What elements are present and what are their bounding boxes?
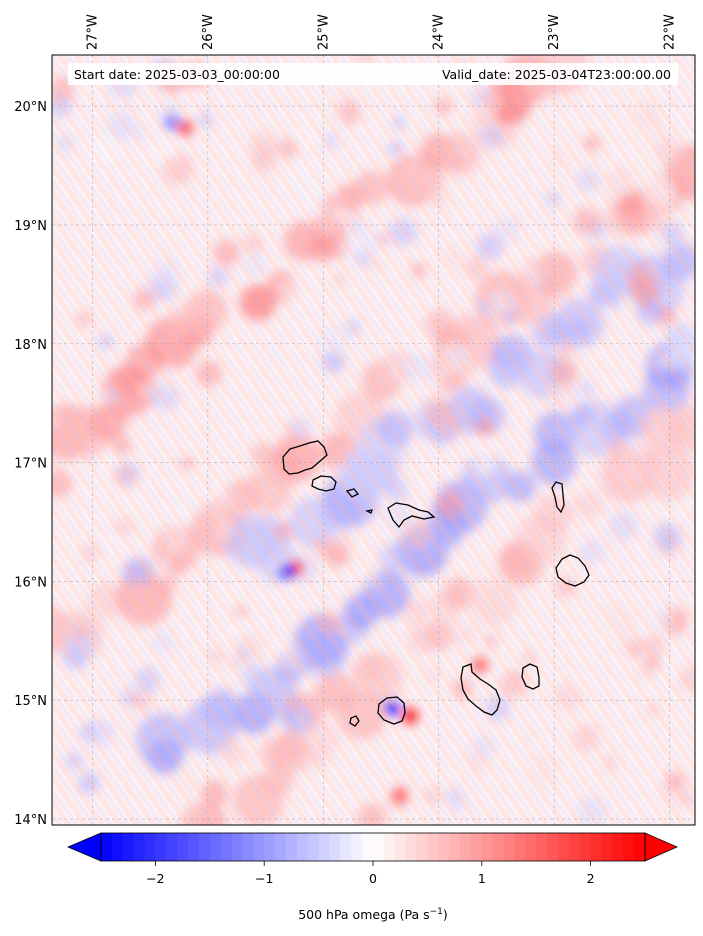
colorbar-low-extension — [66, 832, 102, 862]
lon-tick-label: 25°W — [316, 14, 331, 50]
colorbar-tick-label: −1 — [255, 871, 273, 886]
lat-tick-label: 17°N — [14, 457, 47, 472]
colorbar-cell — [307, 833, 320, 861]
colorbar-cell — [481, 833, 494, 861]
colorbar-cell — [122, 833, 135, 861]
colorbar-cell — [601, 833, 613, 861]
lat-tick-label: 16°N — [14, 575, 47, 590]
colorbar-cell — [557, 833, 570, 861]
colorbar-cell — [198, 833, 211, 861]
colorbar-ticks: −2 −1 0 1 2 — [146, 861, 595, 886]
lon-tick-label: 24°W — [432, 14, 447, 50]
island-santa-luzia — [345, 488, 360, 498]
colorbar-cell — [568, 833, 581, 861]
colorbar-cell — [373, 833, 385, 861]
colorbar-cell — [362, 833, 374, 861]
island-sao-nicolau — [387, 502, 436, 529]
island-brava — [349, 715, 360, 727]
colorbar-cell — [253, 833, 265, 861]
lat-tick-label: 15°N — [14, 694, 47, 709]
colorbar-cell — [242, 833, 254, 861]
lat-tick-label: 20°N — [14, 100, 47, 115]
colorbar-cell — [177, 833, 189, 861]
colorbar-cell — [340, 833, 352, 861]
island-branco — [365, 509, 373, 514]
colorbar-cell — [460, 833, 472, 861]
colorbar-cell — [438, 833, 450, 861]
colorbar-cell — [503, 833, 516, 861]
colorbar-cell — [525, 833, 537, 861]
island-santo-antao — [282, 440, 328, 475]
colorbar-tick-label: 1 — [478, 871, 486, 886]
map-panel: 27°W 26°W 25°W 24°W 23°W 22°W 20°N 19°N 18°N 17°… — [14, 14, 696, 828]
colorbar-cell — [155, 833, 167, 861]
colorbar-cell — [285, 833, 298, 861]
colorbar-title-exponent: −1 — [430, 907, 443, 917]
colorbar-tick-label: 0 — [369, 871, 377, 886]
colorbar-cell — [394, 833, 407, 861]
colorbar-cell — [547, 833, 559, 861]
lon-tick-label: 22°W — [663, 14, 678, 50]
lon-tick-label: 23°W — [547, 14, 562, 50]
colorbar-cell — [383, 833, 396, 861]
lat-tick-label: 18°N — [14, 338, 47, 353]
colorbar-cell — [492, 833, 505, 861]
colorbar-cell — [166, 833, 178, 861]
lon-tick-label: 27°W — [85, 14, 100, 50]
colorbar-high-extension — [644, 832, 678, 862]
island-boa-vista — [555, 554, 590, 587]
colorbar-cell — [101, 833, 113, 861]
colorbar-title: 500 hPa omega (Pa s−1) — [298, 907, 448, 922]
colorbar-cell — [416, 833, 428, 861]
colorbar-cell — [296, 833, 309, 861]
colorbar-cell — [351, 833, 363, 861]
colorbar-tick-label: 2 — [587, 871, 595, 886]
info-box — [68, 63, 678, 85]
colorbar-cell — [590, 833, 603, 861]
colorbar-title-end: ) — [443, 907, 448, 922]
coastlines — [282, 440, 590, 727]
map-frame — [51, 54, 696, 826]
latitude-ticks: 20°N 19°N 18°N 17°N 16°N 15°N 14°N — [14, 100, 47, 828]
colorbar-cell — [536, 833, 548, 861]
colorbar-cell — [133, 833, 146, 861]
colorbar-cell — [449, 833, 461, 861]
island-fogo — [377, 696, 406, 725]
colorbar-cell — [144, 833, 156, 861]
colorbar-cell — [220, 833, 233, 861]
colorbar-cell — [470, 833, 483, 861]
island-sao-vicente — [311, 475, 337, 492]
colorbar-cell — [579, 833, 592, 861]
colorbar-cells — [101, 833, 646, 861]
colorbar-cell — [318, 833, 331, 861]
colorbar-cell — [275, 833, 287, 861]
colorbar-cell — [209, 833, 222, 861]
island-maio — [521, 663, 540, 690]
colorbar-cell — [405, 833, 418, 861]
colorbar-cell — [329, 833, 341, 861]
colorbar-cell — [231, 833, 244, 861]
lat-tick-label: 19°N — [14, 219, 47, 234]
colorbar-cell — [623, 833, 635, 861]
colorbar-cell — [264, 833, 276, 861]
lon-tick-label: 26°W — [201, 14, 216, 50]
island-sal — [551, 481, 565, 514]
colorbar-cell — [612, 833, 624, 861]
longitude-ticks: 27°W 26°W 25°W 24°W 23°W 22°W — [85, 14, 677, 50]
colorbar-cell — [514, 833, 526, 861]
colorbar-cell — [634, 833, 646, 861]
colorbar-cell — [188, 833, 200, 861]
valid-date-label: Valid_date: 2025-03-04T23:00:00.00 — [442, 67, 671, 82]
colorbar-cell — [427, 833, 439, 861]
lat-tick-label: 14°N — [14, 813, 47, 828]
omega-field — [52, 55, 695, 825]
colorbar-tick-label: −2 — [146, 871, 164, 886]
start-date-label: Start date: 2025-03-03_00:00:00 — [74, 67, 280, 82]
colorbar: −2 −1 0 1 2 500 hPa omega (Pa s−1) — [66, 832, 678, 922]
gridlines — [52, 55, 695, 825]
colorbar-cell — [111, 833, 124, 861]
colorbar-title-main: 500 hPa omega (Pa s — [298, 907, 429, 922]
island-santiago — [460, 663, 501, 716]
